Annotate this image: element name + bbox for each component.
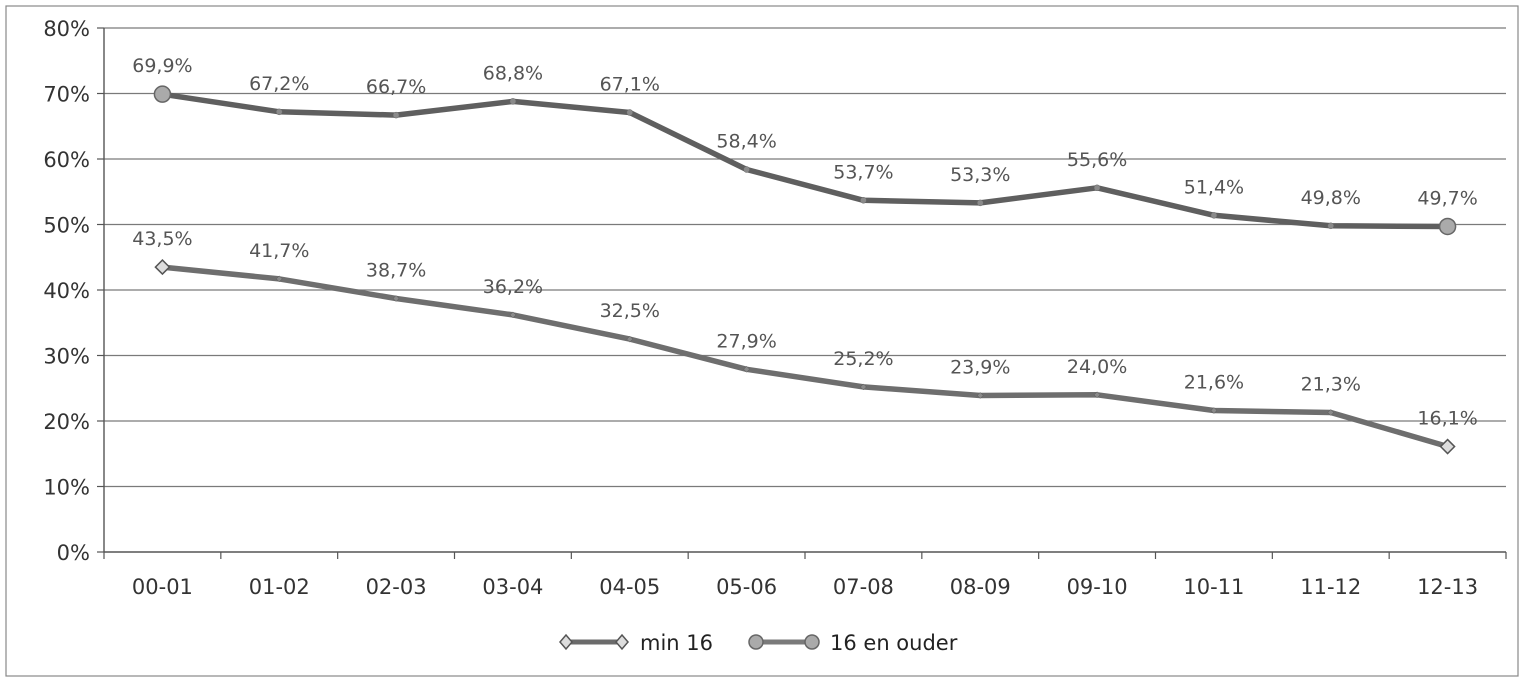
data-point-16-en-ouder xyxy=(1438,217,1457,236)
data-labels: 43,5% 41,7% 38,7% 36,2% 32,5% 27,9% 25,2% 23,9%… xyxy=(132,55,1478,429)
legend-diamond-marker-left xyxy=(559,633,573,651)
y-tick-label: 70% xyxy=(43,83,90,107)
x-tick-label: 02-03 xyxy=(366,575,427,599)
data-point-16-en-ouder xyxy=(860,197,867,204)
legend-circle-marker-left xyxy=(748,634,764,650)
y-tick-label: 50% xyxy=(43,214,90,238)
y-tick-label: 0% xyxy=(57,541,90,565)
data-label-min-16: 27,9% xyxy=(716,330,776,352)
data-point-min-16 xyxy=(392,295,400,302)
data-label-16-en-ouder: 69,9% xyxy=(132,55,192,77)
data-label-min-16: 21,6% xyxy=(1184,372,1244,394)
data-point-16-en-ouder xyxy=(509,98,517,105)
data-point-min-16 xyxy=(1439,438,1456,455)
legend-label-min-16: min 16 xyxy=(640,631,713,655)
data-point-16-en-ouder xyxy=(977,199,984,207)
data-point-min-16 xyxy=(626,335,634,343)
data-point-16-en-ouder xyxy=(153,85,172,103)
data-point-min-16 xyxy=(976,392,984,399)
data-point-min-16 xyxy=(860,383,867,391)
y-tick-label: 80% xyxy=(43,17,90,41)
chart-frame xyxy=(5,5,1519,677)
data-label-16-en-ouder: 53,7% xyxy=(833,161,893,183)
data-label-min-16: 24,0% xyxy=(1067,356,1127,378)
data-label-16-en-ouder: 66,7% xyxy=(366,76,426,98)
x-tick-label: 03-04 xyxy=(482,575,543,599)
series-line-16-en-ouder xyxy=(159,91,1451,230)
data-label-16-en-ouder: 55,6% xyxy=(1067,149,1127,171)
data-point-min-16 xyxy=(1210,407,1218,414)
x-tick-label: 09-10 xyxy=(1067,575,1128,599)
data-label-16-en-ouder: 58,4% xyxy=(716,130,776,152)
data-label-min-16: 32,5% xyxy=(600,300,660,322)
data-label-min-16: 21,3% xyxy=(1301,373,1361,395)
legend-item-min-16: min 16 xyxy=(559,631,713,655)
x-tick-label: 07-08 xyxy=(833,575,894,599)
data-label-min-16: 43,5% xyxy=(132,228,192,250)
data-label-min-16: 38,7% xyxy=(366,260,426,282)
legend: min 16 16 en ouder xyxy=(559,631,958,655)
data-point-16-en-ouder xyxy=(276,108,283,116)
data-point-16-en-ouder xyxy=(743,166,750,173)
x-tick-label: 04-05 xyxy=(599,575,660,599)
data-point-16-en-ouder xyxy=(392,111,400,119)
y-tick-label: 60% xyxy=(43,148,90,172)
x-tick-label: 01-02 xyxy=(249,575,310,599)
x-tick-label: 11-12 xyxy=(1300,575,1361,599)
data-label-min-16: 36,2% xyxy=(483,276,543,298)
data-label-16-en-ouder: 67,1% xyxy=(600,73,660,95)
data-point-min-16 xyxy=(743,365,750,373)
legend-diamond-marker-right xyxy=(615,633,629,651)
data-point-16-en-ouder xyxy=(1210,212,1218,219)
y-tick-label: 30% xyxy=(43,345,90,369)
axes: 0% 10% 20% 30% 40% 50% 60% 70% 80% 00-01 01-02 02-0… xyxy=(43,17,1507,599)
data-label-16-en-ouder: 68,8% xyxy=(483,62,543,84)
x-tick-label: 05-06 xyxy=(716,575,777,599)
data-point-16-en-ouder xyxy=(1327,222,1334,230)
data-label-16-en-ouder: 49,7% xyxy=(1417,187,1477,209)
x-tick-label: 10-11 xyxy=(1183,575,1244,599)
data-label-min-16: 23,9% xyxy=(950,356,1010,378)
data-point-min-16 xyxy=(275,275,283,283)
series-line-min-16 xyxy=(159,264,1451,450)
data-point-min-16 xyxy=(154,259,171,276)
y-tick-label: 40% xyxy=(43,279,90,303)
data-point-min-16 xyxy=(1093,391,1101,399)
x-tick-label: 08-09 xyxy=(950,575,1011,599)
data-label-min-16: 16,1% xyxy=(1417,408,1477,430)
x-tick-label: 00-01 xyxy=(132,575,193,599)
series-lines xyxy=(153,85,1457,455)
data-point-min-16 xyxy=(509,311,517,319)
data-label-16-en-ouder: 51,4% xyxy=(1184,176,1244,198)
data-point-16-en-ouder xyxy=(626,109,633,116)
data-point-16-en-ouder xyxy=(1093,184,1101,192)
data-label-16-en-ouder: 49,8% xyxy=(1301,187,1361,209)
data-point-min-16 xyxy=(1327,409,1335,416)
legend-circle-marker-right xyxy=(804,634,820,650)
data-label-16-en-ouder: 67,2% xyxy=(249,73,309,95)
data-label-min-16: 41,7% xyxy=(249,240,309,262)
y-tick-label: 10% xyxy=(43,476,90,500)
legend-label-16-en-ouder: 16 en ouder xyxy=(830,631,958,655)
gridlines xyxy=(104,27,1506,488)
y-tick-label: 20% xyxy=(43,410,90,434)
data-label-min-16: 25,2% xyxy=(833,348,893,370)
x-tick-label: 12-13 xyxy=(1417,575,1478,599)
legend-item-16-en-ouder: 16 en ouder xyxy=(748,631,958,655)
data-label-16-en-ouder: 53,3% xyxy=(950,164,1010,186)
